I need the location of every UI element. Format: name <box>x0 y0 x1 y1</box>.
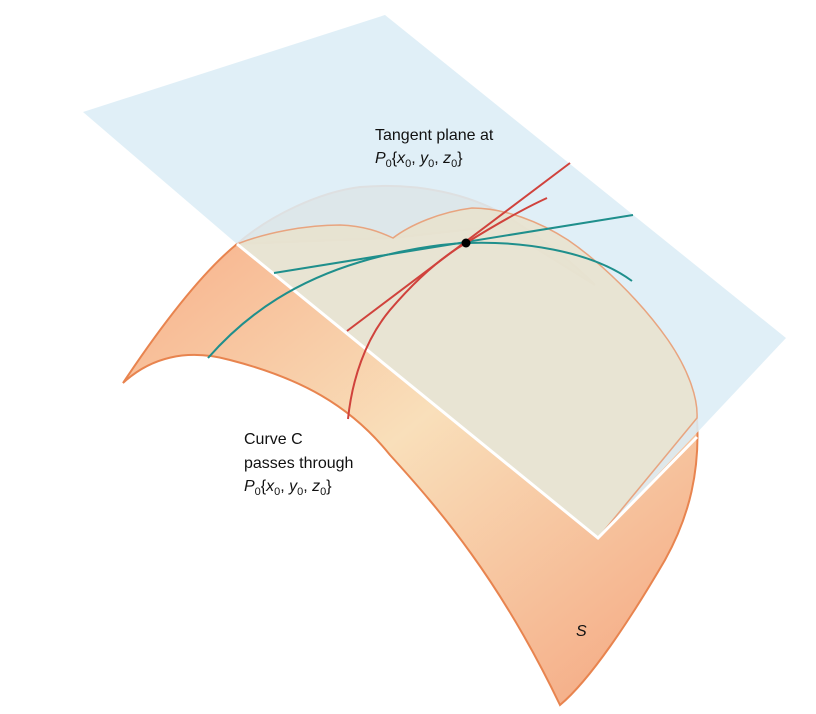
tangent-plane-label: Tangent plane at <box>375 127 494 144</box>
surface-label: S <box>576 623 587 640</box>
curve-label-line1: Curve C <box>244 431 303 448</box>
curve-point-label: P0{x0, y0, z0} <box>244 478 332 498</box>
point-p0 <box>462 239 471 248</box>
curve-label-line2: passes through <box>244 455 353 472</box>
